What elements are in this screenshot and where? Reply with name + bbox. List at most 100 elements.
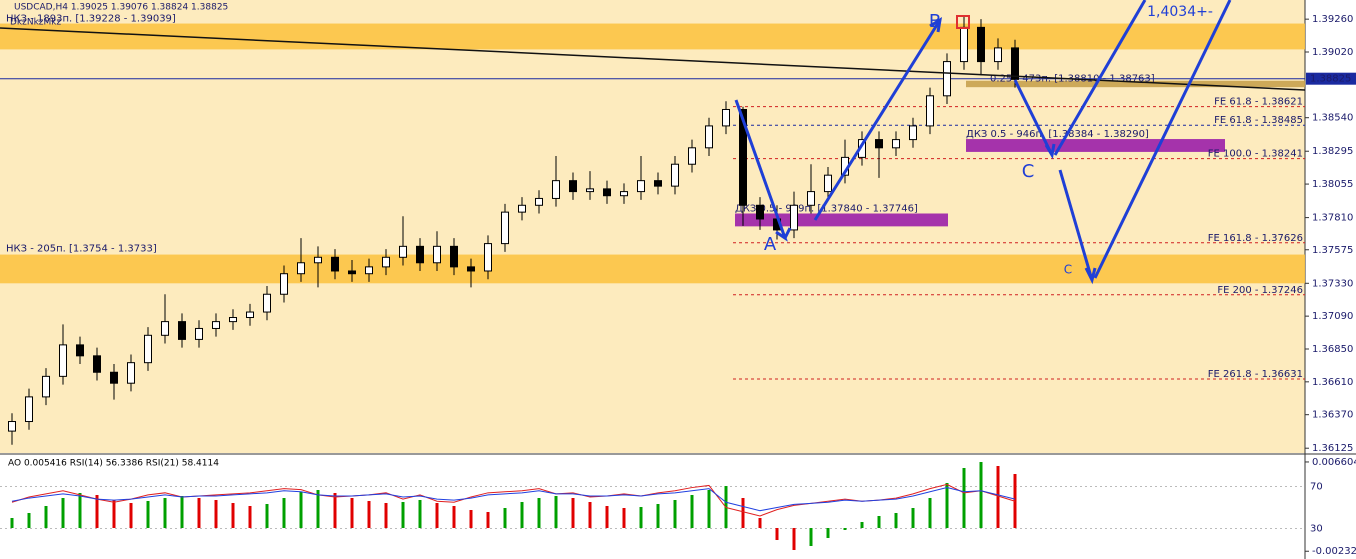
zone: [0, 254, 1305, 284]
candle-body: [994, 47, 1002, 63]
candle-body: [331, 256, 339, 272]
candle-body: [637, 180, 645, 193]
fe-label: FE 161.8 - 1.37626: [1208, 233, 1303, 244]
ao-bar: [520, 502, 524, 528]
y-tick-label: 1.37090: [1312, 311, 1353, 322]
ao-bar: [962, 468, 966, 528]
candle-body: [688, 147, 696, 165]
y-tick-label: 1.37330: [1312, 278, 1353, 289]
ao-bar: [571, 498, 575, 528]
last-price-box: [1306, 72, 1356, 85]
y-tick-label: 1.38055: [1312, 179, 1353, 190]
candle-body: [518, 204, 526, 213]
marker: [956, 15, 970, 29]
y-tick-label: 1.36610: [1312, 377, 1353, 388]
candle-body: [280, 273, 288, 295]
ao-bar: [707, 490, 711, 528]
candle-body: [8, 421, 16, 432]
fe-label: FE 261.8 - 1.36631: [1208, 369, 1303, 380]
annotation: 1,4034+-: [1147, 4, 1213, 20]
ao-bar: [265, 504, 269, 528]
panel-title: AO 0.005416 RSI(14) 56.3386 RSI(21) 58.4…: [8, 459, 219, 469]
candle-body: [943, 61, 951, 97]
ao-bar: [639, 507, 643, 528]
candle-body: [93, 355, 101, 373]
y-tick-label: 1.36125: [1312, 443, 1353, 454]
ao-bar: [316, 490, 320, 528]
indicator-panel: -0.002324 0.006604 30 70: [0, 457, 1356, 557]
trend-line: [0, 27, 1306, 91]
ao-bar: [44, 506, 48, 528]
candle-body: [433, 245, 441, 264]
ao-bar: [95, 495, 99, 528]
fe-label: FE 200 - 1.37246: [1217, 285, 1303, 296]
ao-bar: [860, 522, 864, 528]
ao-bar: [27, 513, 31, 528]
candle-body: [399, 245, 407, 258]
annotation: C: [1022, 161, 1035, 182]
ao-bar: [758, 518, 762, 528]
y-tick-label: -0.002324: [1312, 546, 1356, 557]
ao-bar: [163, 498, 167, 528]
candle-body: [926, 95, 934, 127]
candle-body: [416, 245, 424, 264]
ao-bar: [503, 508, 507, 528]
ao-bar: [78, 493, 82, 528]
fe-label: FE 61.8 - 1.38621: [1214, 97, 1303, 108]
ao-bar: [588, 502, 592, 528]
candle-body: [484, 243, 492, 272]
candle-body: [382, 256, 390, 268]
y-tick-label: 1.36370: [1312, 410, 1353, 421]
ao-bar: [231, 503, 235, 528]
zone-label: ДКЗ 0.5 - 939п. [1.37840 - 1.37746]: [735, 203, 918, 214]
candle-body: [467, 266, 475, 272]
candle-body: [603, 188, 611, 197]
ao-bar: [996, 466, 1000, 528]
y-tick-label: 1.38295: [1312, 146, 1353, 157]
y-tick-label: 1.37575: [1312, 245, 1353, 256]
annotation: B: [929, 11, 941, 32]
candle-body: [620, 191, 628, 197]
ao-bar: [452, 506, 456, 528]
candle-body: [892, 139, 900, 149]
ao-bar: [401, 502, 405, 528]
candle-body: [875, 139, 883, 149]
ao-bar: [129, 503, 133, 528]
zone: [0, 23, 1305, 50]
ao-bar: [554, 496, 558, 528]
candle-body: [76, 344, 84, 357]
candle-body: [909, 125, 917, 141]
ao-bar: [979, 462, 983, 528]
ao-bar: [945, 483, 949, 528]
y2-tick-label: 70: [1310, 482, 1323, 493]
ao-bar: [894, 513, 898, 528]
ao-bar: [435, 503, 439, 528]
ao-bar: [214, 500, 218, 528]
ao-bar: [690, 495, 694, 528]
chart-subtitle: DkzNkzMkz: [10, 18, 62, 28]
candle-body: [161, 321, 169, 336]
candle-body: [450, 245, 458, 268]
candle-body: [586, 188, 594, 193]
candle-body: [722, 108, 730, 127]
ao-bar: [146, 501, 150, 528]
candle-body: [246, 311, 254, 319]
candle-body: [195, 327, 203, 340]
ao-bar: [61, 498, 65, 528]
candle-body: [212, 321, 220, 329]
zone-label: НКЗ - 1893п. [1.39228 - 1.39039]: [6, 14, 176, 25]
candle-body: [1011, 47, 1019, 80]
last-price-label: 1.38825: [1310, 74, 1351, 85]
ao-bar: [622, 508, 626, 528]
ao-bar: [741, 498, 745, 528]
candle-body: [110, 371, 118, 384]
ao-bar: [197, 498, 201, 528]
y-tick-label: 1.36850: [1312, 344, 1353, 355]
y-tick-label: 1.38540: [1312, 113, 1353, 124]
candle-body: [365, 266, 373, 275]
ao-bar: [911, 508, 915, 528]
candle-body: [144, 334, 152, 364]
ao-bar: [469, 510, 473, 528]
zone: [966, 80, 1305, 88]
